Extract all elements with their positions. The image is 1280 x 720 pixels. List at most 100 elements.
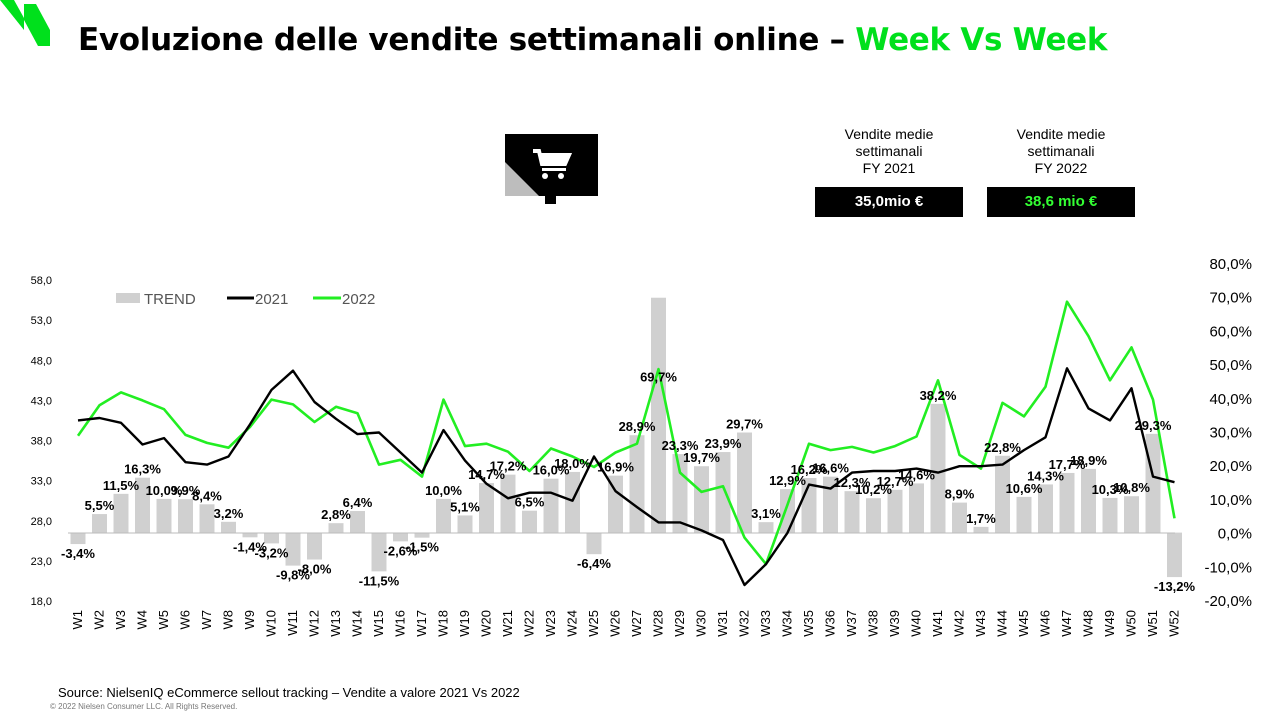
trend-bar (156, 498, 172, 533)
x-tick-label: W12 (307, 610, 322, 637)
left-tick-label: 28,0 (31, 516, 52, 528)
trend-data-label: 16,9% (597, 460, 634, 475)
series-line-2022 (76, 300, 1176, 566)
trend-data-label: -3,4% (61, 546, 95, 561)
x-tick-label: W30 (694, 610, 709, 637)
legend-swatch-trend (116, 293, 140, 303)
trend-data-label: 14,7% (468, 467, 505, 482)
x-tick-label: W18 (436, 610, 451, 637)
left-tick-label: 43,0 (31, 395, 52, 407)
title-accent: Week Vs Week (855, 22, 1108, 58)
trend-bar (780, 489, 795, 533)
trend-bar (651, 297, 666, 533)
trend-data-label: 8,9% (945, 487, 975, 502)
data-labels: -3,4%5,5%11,5%16,3%10,0%9,9%8,4%3,2%-1,4… (61, 370, 1196, 594)
x-tick-label: W11 (285, 610, 300, 636)
x-tick-label: W33 (758, 610, 773, 637)
trend-bar (371, 532, 387, 572)
trend-bar (1038, 484, 1053, 533)
trend-data-label: 10,0% (425, 483, 462, 498)
trend-data-label: 19,7% (683, 450, 720, 465)
right-tick-label: 60,0% (1209, 323, 1252, 340)
trend-data-label: -3,2% (255, 545, 289, 560)
trend-bar (92, 514, 107, 533)
x-tick-label: W34 (780, 610, 795, 637)
trend-data-label: 23,3% (662, 438, 699, 453)
trend-data-label: 22,8% (984, 440, 1021, 455)
right-tick-label: -20,0% (1204, 593, 1252, 610)
x-axis: W1 W2 W3 W4 W5 W6 W7 W8 W9 W10 W11 W12 W13 W14 W15 W16 W… (70, 610, 1182, 637)
trend-bar (715, 452, 731, 533)
trend-bar (414, 532, 430, 538)
x-tick-label: W19 (457, 610, 472, 637)
x-tick-label: W36 (823, 610, 838, 637)
title-main: Evoluzione delle vendite settimanali onl… (78, 22, 845, 58)
trend-bar (199, 504, 215, 533)
x-tick-label: W17 (414, 610, 429, 637)
x-tick-label: W21 (500, 610, 515, 637)
trend-bar (135, 477, 150, 533)
trend-bar (1167, 532, 1182, 578)
trend-data-label: 10,2% (855, 482, 892, 497)
trend-data-label: 11,5% (103, 478, 140, 493)
kpi-value: 38,6 mio € (987, 187, 1135, 217)
trend-bar (672, 454, 688, 533)
x-tick-label: W8 (221, 610, 236, 630)
left-tick-label: 48,0 (31, 355, 52, 367)
trend-data-label: 10,6% (1006, 481, 1043, 496)
x-tick-label: W51 (1145, 610, 1160, 637)
trend-bar (1102, 497, 1118, 533)
right-tick-label: 10,0% (1209, 492, 1252, 509)
trend-bar (1124, 496, 1139, 533)
series-line-2021 (77, 367, 1175, 587)
right-tick-label: 40,0% (1209, 391, 1252, 408)
trend-bar (328, 523, 344, 533)
legend-label-2022: 2022 (342, 291, 375, 308)
trend-bar (737, 432, 752, 533)
trend-bar (629, 435, 645, 533)
x-tick-label: W15 (371, 610, 386, 637)
trend-bar (909, 483, 924, 533)
trend-data-label: -9,8% (276, 568, 310, 583)
trend-bar (350, 511, 365, 533)
x-tick-label: W9 (242, 610, 257, 630)
trend-bar (479, 483, 494, 533)
x-tick-label: W2 (92, 610, 107, 630)
x-tick-label: W52 (1167, 610, 1182, 637)
x-tick-label: W5 (156, 610, 171, 630)
trend-data-label: 12,9% (769, 473, 806, 488)
trend-data-label: 10,3% (1092, 482, 1129, 497)
x-tick-label: W6 (178, 610, 193, 630)
trend-bar (608, 475, 623, 533)
trend-bar (113, 493, 129, 533)
trend-bar (393, 532, 408, 542)
trend-bar (1016, 496, 1032, 533)
trend-bar (307, 532, 322, 560)
right-axis: -20,0% -10,0% 0,0% 10,0% 20,0% 30,0% 40,0% 50,0… (1204, 256, 1252, 610)
kpi-fy2022: Vendite medie settimanali FY 2022 38,6 m… (987, 126, 1135, 217)
trend-bar (436, 498, 451, 533)
trend-data-label: 18,0% (554, 456, 591, 471)
right-tick-label: 50,0% (1209, 357, 1252, 374)
trend-data-label: -6,4% (577, 556, 611, 571)
trend-bar (178, 499, 193, 533)
trend-bar (844, 491, 860, 533)
trend-data-label: 5,5% (85, 498, 115, 513)
x-tick-label: W43 (973, 610, 988, 637)
x-tick-label: W40 (909, 610, 924, 637)
trend-data-label: 12,3% (834, 475, 871, 490)
trend-bar (758, 522, 774, 533)
trend-data-label: 14,6% (898, 467, 935, 482)
trend-data-label: -11,5% (359, 573, 400, 588)
trend-data-label: 1,7% (966, 511, 996, 526)
right-tick-label: 80,0% (1209, 256, 1252, 273)
x-tick-label: W49 (1102, 610, 1117, 637)
kpi-label-line: Vendite medie (844, 126, 934, 142)
trend-data-label: 29,7% (726, 417, 763, 432)
left-tick-label: 53,0 (31, 315, 52, 327)
x-tick-label: W42 (952, 610, 967, 637)
trend-data-label: -2,6% (384, 543, 418, 558)
x-tick-label: W13 (328, 610, 343, 637)
left-axis: 18,0 23,0 28,0 33,0 38,0 43,0 48,0 53,0 58,0 (31, 275, 52, 608)
trend-data-label: 3,2% (214, 506, 244, 521)
